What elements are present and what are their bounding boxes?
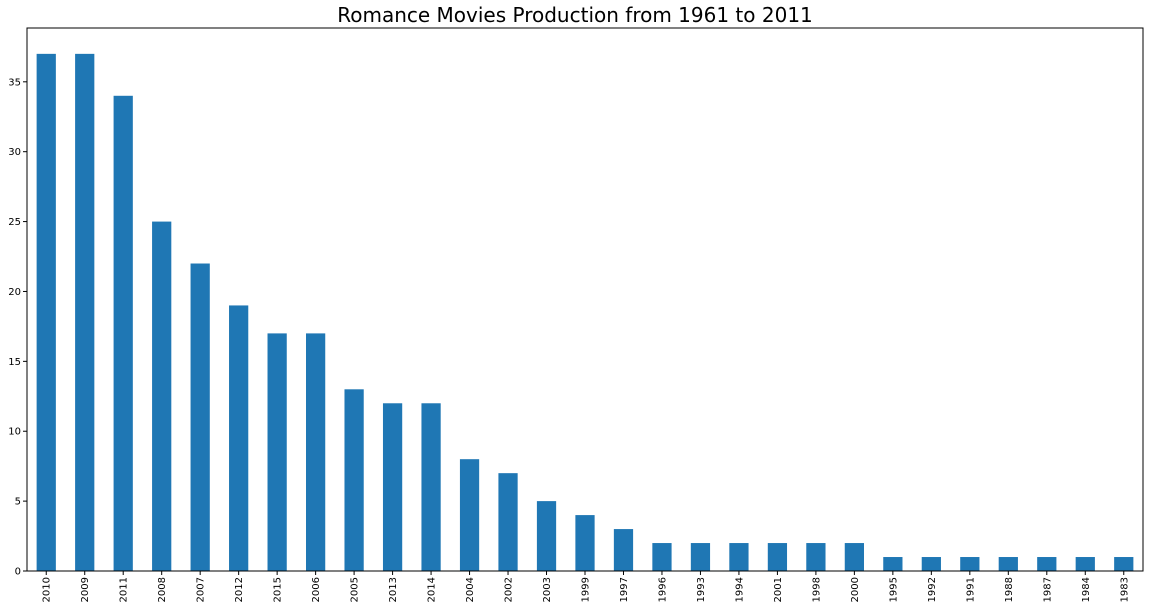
bar-2009 xyxy=(75,53,95,572)
bar-1992 xyxy=(921,557,941,571)
x-tick-label-2004: 2004 xyxy=(465,577,476,602)
x-tick-label-2000: 2000 xyxy=(850,577,861,602)
bar-2012 xyxy=(229,305,249,571)
bar-1995 xyxy=(883,557,903,571)
x-tick-label-2001: 2001 xyxy=(773,577,784,602)
y-tick-label-5: 5 xyxy=(15,497,21,508)
x-tick-label-2014: 2014 xyxy=(427,577,438,602)
x-tick-label-1983: 1983 xyxy=(1119,577,1130,602)
x-tick-label-2007: 2007 xyxy=(196,577,207,602)
y-tick-label-30: 30 xyxy=(8,147,21,158)
y-tick-label-35: 35 xyxy=(8,77,21,88)
x-tick-label-1995: 1995 xyxy=(888,577,899,602)
x-tick-label-2009: 2009 xyxy=(80,577,91,602)
bar-2015 xyxy=(267,333,287,571)
bar-2014 xyxy=(421,403,441,571)
bar-1991 xyxy=(960,557,980,571)
x-tick-label-1999: 1999 xyxy=(581,577,592,602)
bar-2002 xyxy=(498,473,518,571)
bar-1984 xyxy=(1075,557,1095,571)
x-tick-label-2011: 2011 xyxy=(119,577,130,602)
y-tick-label-25: 25 xyxy=(8,217,21,228)
x-tick-label-2003: 2003 xyxy=(542,577,553,602)
plot-frame xyxy=(26,27,1144,572)
x-tick-label-1987: 1987 xyxy=(1042,577,1053,602)
bar-2000 xyxy=(844,543,864,571)
bar-2006 xyxy=(306,333,326,571)
x-tick-label-1993: 1993 xyxy=(696,577,707,602)
y-tick-label-15: 15 xyxy=(8,357,21,368)
x-tick-label-1992: 1992 xyxy=(927,577,938,602)
x-tick-label-2005: 2005 xyxy=(350,577,361,602)
bar-1997 xyxy=(613,529,634,571)
x-tick-label-1988: 1988 xyxy=(1004,577,1015,602)
x-tick-label-2015: 2015 xyxy=(273,577,284,602)
chart-title: Romance Movies Production from 1961 to 2… xyxy=(337,3,813,27)
x-tick-label-2006: 2006 xyxy=(311,577,322,602)
bar-2013 xyxy=(382,403,403,571)
x-tick-label-1984: 1984 xyxy=(1081,577,1092,602)
y-tick-label-10: 10 xyxy=(8,427,21,438)
x-tick-label-2002: 2002 xyxy=(504,577,515,602)
bar-1998 xyxy=(806,543,826,571)
bar-1983 xyxy=(1114,557,1134,571)
bar-2007 xyxy=(190,263,210,571)
x-tick-label-1997: 1997 xyxy=(619,577,630,602)
x-tick-label-1996: 1996 xyxy=(657,577,668,602)
x-tick-label-2012: 2012 xyxy=(234,577,245,602)
y-tick-label-0: 0 xyxy=(15,567,21,578)
x-tick-label-1998: 1998 xyxy=(811,577,822,602)
y-tick-label-20: 20 xyxy=(8,287,21,298)
x-tick-label-2010: 2010 xyxy=(42,577,53,602)
bar-1987 xyxy=(1037,557,1057,571)
bar-1994 xyxy=(729,543,749,571)
x-tick-label-2013: 2013 xyxy=(388,577,399,602)
bar-2001 xyxy=(767,543,788,571)
bar-1999 xyxy=(575,515,595,571)
bar-2005 xyxy=(344,389,364,571)
x-tick-label-1994: 1994 xyxy=(734,577,745,602)
x-tick-label-1991: 1991 xyxy=(965,577,976,602)
bar-2004 xyxy=(459,459,480,571)
bar-1988 xyxy=(998,557,1018,571)
bar-2011 xyxy=(113,95,133,571)
bar-2008 xyxy=(152,221,172,571)
bar-2010 xyxy=(36,53,56,572)
bar-1993 xyxy=(690,543,711,571)
x-tick-label-2008: 2008 xyxy=(157,577,168,602)
bar-2003 xyxy=(536,501,557,571)
bar-1996 xyxy=(652,543,672,571)
